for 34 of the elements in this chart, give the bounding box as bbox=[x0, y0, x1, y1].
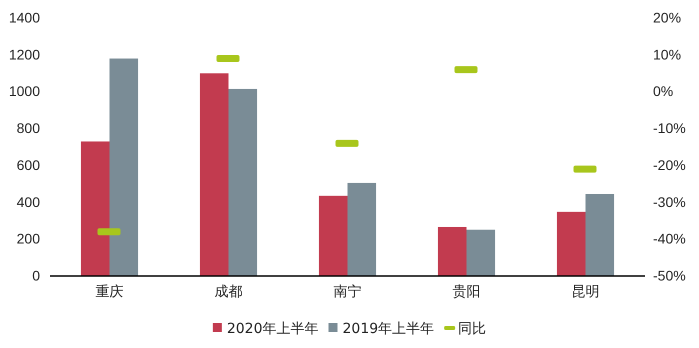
y-tick-label: 1200 bbox=[8, 46, 40, 62]
bar bbox=[466, 230, 496, 276]
y-tick-label: 800 bbox=[16, 120, 40, 136]
y2-tick-label: 10% bbox=[653, 46, 682, 62]
y-tick-label: 600 bbox=[16, 156, 40, 173]
y-tick-label: 200 bbox=[16, 230, 40, 247]
y2-tick-label: -10% bbox=[653, 120, 686, 136]
x-tick-label: 南宁 bbox=[334, 284, 362, 300]
bar bbox=[228, 88, 258, 276]
y2-tick-label: -50% bbox=[653, 267, 686, 284]
legend-label: 2020年上半年 bbox=[226, 321, 318, 337]
bar bbox=[438, 226, 466, 276]
x-tick-label: 成都 bbox=[214, 284, 242, 300]
y2-tick-label: -30% bbox=[653, 194, 686, 210]
bar bbox=[556, 212, 586, 276]
bar bbox=[348, 182, 376, 276]
y2-tick-label: 0% bbox=[653, 83, 674, 100]
y-tick-label: 1400 bbox=[8, 9, 40, 26]
bar bbox=[318, 196, 348, 276]
y2-tick-label: -40% bbox=[653, 230, 686, 247]
bar bbox=[586, 194, 614, 276]
bar bbox=[200, 73, 228, 276]
y-tick-label: 1000 bbox=[8, 83, 40, 100]
legend-label: 2019年上半年 bbox=[342, 321, 434, 337]
y-tick-label: 0 bbox=[32, 267, 40, 284]
legend-label: 同比 bbox=[458, 321, 486, 337]
bar bbox=[110, 58, 138, 276]
y2-tick-label: 20% bbox=[653, 9, 682, 26]
x-tick-label: 昆明 bbox=[572, 284, 600, 300]
x-tick-label: 贵阳 bbox=[452, 284, 480, 300]
x-tick-label: 重庆 bbox=[96, 284, 124, 300]
y2-tick-label: -20% bbox=[653, 156, 686, 173]
bar bbox=[80, 141, 110, 276]
y-tick-label: 400 bbox=[16, 194, 40, 210]
